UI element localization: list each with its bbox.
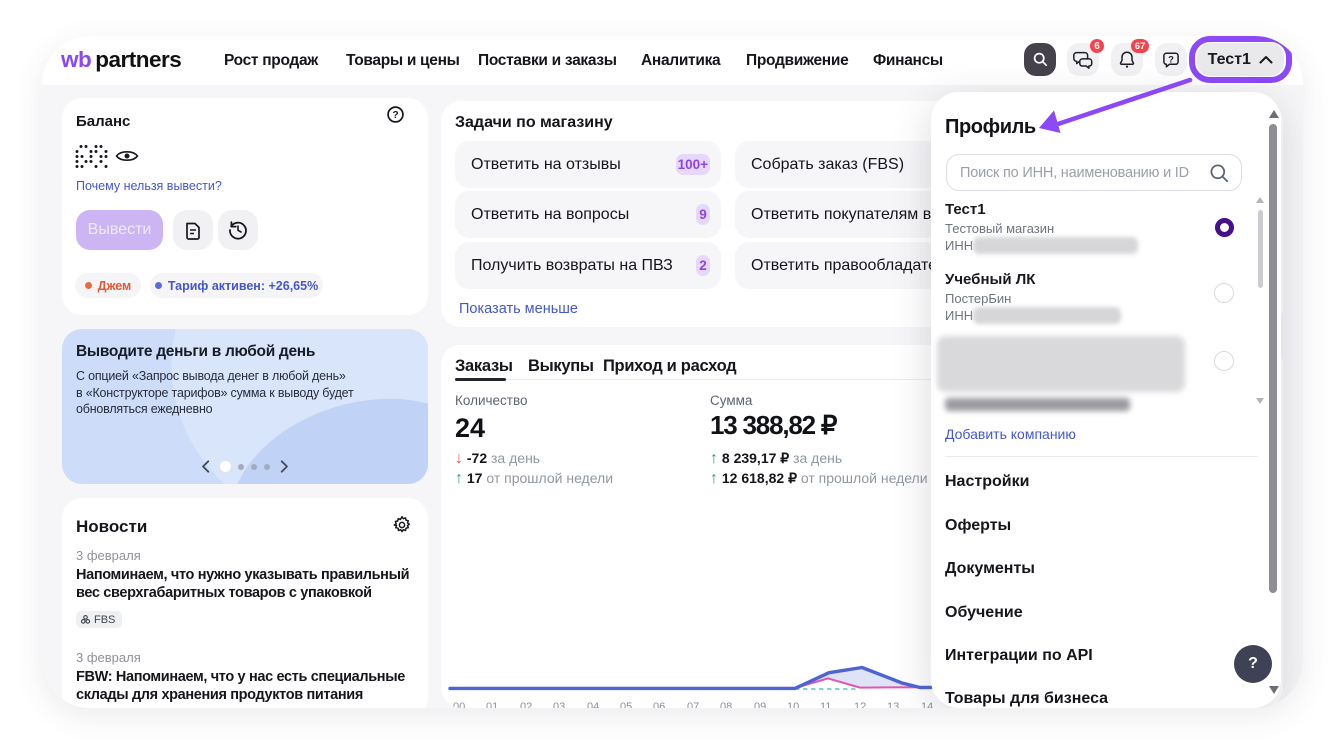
svg-text:?: ? <box>392 110 398 121</box>
svg-text:?: ? <box>1168 54 1174 65</box>
